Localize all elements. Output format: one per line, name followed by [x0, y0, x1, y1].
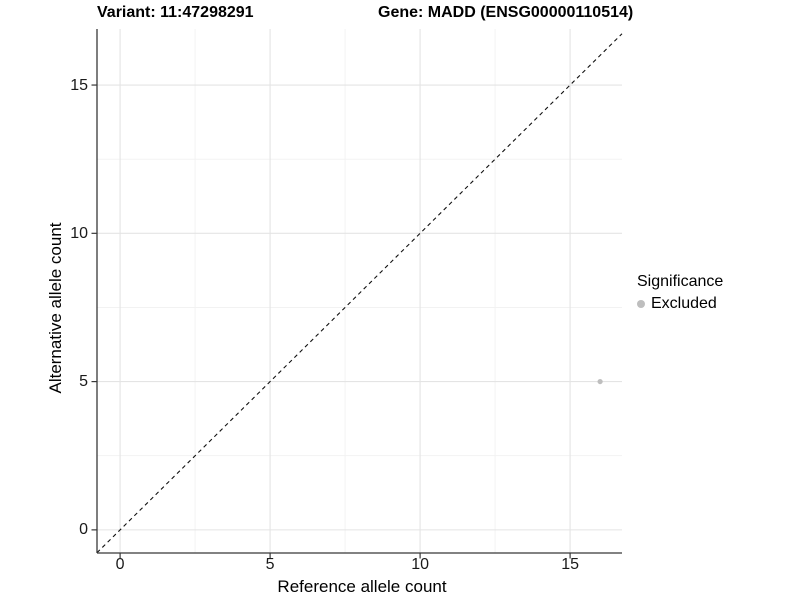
- y-tick-label: 10: [70, 224, 88, 242]
- x-tick-label: 0: [115, 556, 125, 573]
- data-point: [597, 378, 603, 385]
- variant-title: Variant: 11:47298291: [97, 4, 254, 21]
- legend-item-label: Excluded: [651, 295, 717, 312]
- legend-item-excluded: Excluded: [637, 294, 723, 313]
- gene-title: Gene: MADD (ENSG00000110514): [378, 4, 634, 21]
- legend-title: Significance: [637, 273, 724, 290]
- y-tick-label: 5: [79, 373, 88, 391]
- y-tick-label: 0: [79, 521, 88, 539]
- x-axis-title: Reference allele count: [277, 577, 447, 596]
- legend: Significance Excluded: [637, 272, 723, 313]
- y-tick-label: 15: [70, 76, 88, 94]
- scatter-plot-panel: [91, 29, 623, 559]
- y-axis-title: Alternative allele count: [46, 222, 65, 394]
- x-tick-label: 5: [265, 556, 275, 573]
- excluded-point-icon: [637, 299, 645, 308]
- x-tick-label: 15: [561, 556, 579, 573]
- x-tick-label: 10: [411, 556, 429, 573]
